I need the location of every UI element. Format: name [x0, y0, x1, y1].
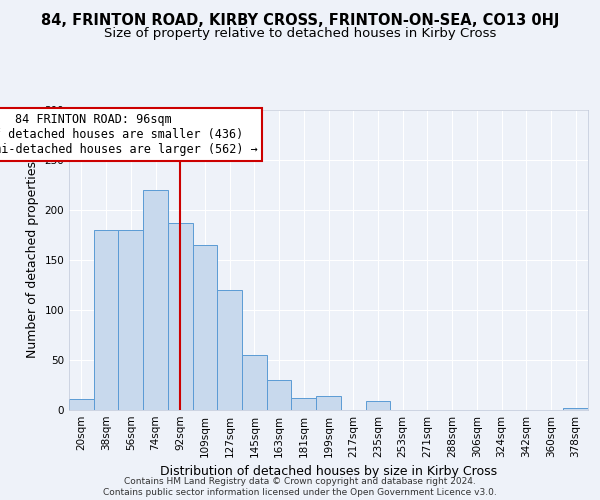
Bar — [292, 398, 316, 410]
Bar — [267, 380, 292, 410]
Bar — [94, 230, 118, 410]
Text: 84, FRINTON ROAD, KIRBY CROSS, FRINTON-ON-SEA, CO13 0HJ: 84, FRINTON ROAD, KIRBY CROSS, FRINTON-O… — [41, 12, 559, 28]
X-axis label: Distribution of detached houses by size in Kirby Cross: Distribution of detached houses by size … — [160, 466, 497, 478]
Text: 84 FRINTON ROAD: 96sqm
← 44% of detached houses are smaller (436)
56% of semi-de: 84 FRINTON ROAD: 96sqm ← 44% of detached… — [0, 113, 257, 156]
Bar — [316, 396, 341, 410]
Text: Contains public sector information licensed under the Open Government Licence v3: Contains public sector information licen… — [103, 488, 497, 497]
Text: Contains HM Land Registry data © Crown copyright and database right 2024.: Contains HM Land Registry data © Crown c… — [124, 476, 476, 486]
Bar — [69, 399, 94, 410]
Bar — [563, 408, 588, 410]
Bar — [365, 401, 390, 410]
Bar — [118, 230, 143, 410]
Y-axis label: Number of detached properties: Number of detached properties — [26, 162, 39, 358]
Text: Size of property relative to detached houses in Kirby Cross: Size of property relative to detached ho… — [104, 28, 496, 40]
Bar — [193, 245, 217, 410]
Bar — [168, 223, 193, 410]
Bar — [217, 290, 242, 410]
Bar — [143, 190, 168, 410]
Bar — [242, 355, 267, 410]
